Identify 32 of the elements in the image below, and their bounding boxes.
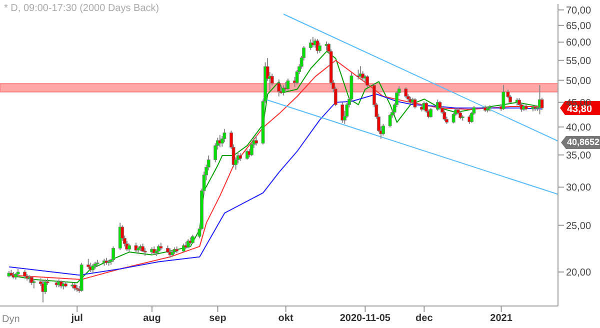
y-tick-label: 40,00 — [566, 122, 592, 134]
y-tick-label: 60,00 — [566, 38, 592, 49]
candlestick — [452, 112, 456, 124]
text: Dyn — [2, 314, 20, 325]
x-tick-label: aug — [143, 313, 161, 324]
candlestick — [112, 246, 115, 262]
text: 40,8652 — [561, 136, 600, 149]
chart-title: * D, 09:00-17:30 (2000 Days Back) — [4, 3, 160, 14]
candlestick — [316, 38, 320, 54]
candlestick — [442, 110, 446, 122]
x-tick-label: okt — [278, 313, 294, 324]
x-tick-label: jul — [70, 313, 84, 324]
y-tick-label: 70,00 — [566, 5, 592, 16]
x-tick-label: dec — [416, 313, 434, 324]
y-tick-label: 25,00 — [566, 220, 592, 232]
x-tick-label: 2020-11-05 — [340, 313, 391, 324]
candlestick — [134, 242, 138, 253]
y-tick-label: 20,00 — [566, 268, 592, 279]
y-tick-label: 50,00 — [566, 76, 592, 87]
candlestick — [388, 113, 392, 128]
candlestick — [318, 42, 322, 54]
y-tick-label: 55,00 — [566, 56, 592, 67]
x-tick-label: 2021 — [490, 313, 513, 324]
candlestick — [86, 258, 90, 270]
x-tick-label: sep — [209, 313, 226, 324]
y-tick-label: 35,00 — [566, 150, 592, 162]
y-tick-label: 65,00 — [566, 20, 592, 32]
candlestick — [254, 135, 258, 146]
candlestick — [404, 87, 408, 99]
candlestick — [222, 128, 226, 143]
candlestick — [284, 81, 288, 92]
y-tick-label: 30,00 — [566, 182, 592, 194]
